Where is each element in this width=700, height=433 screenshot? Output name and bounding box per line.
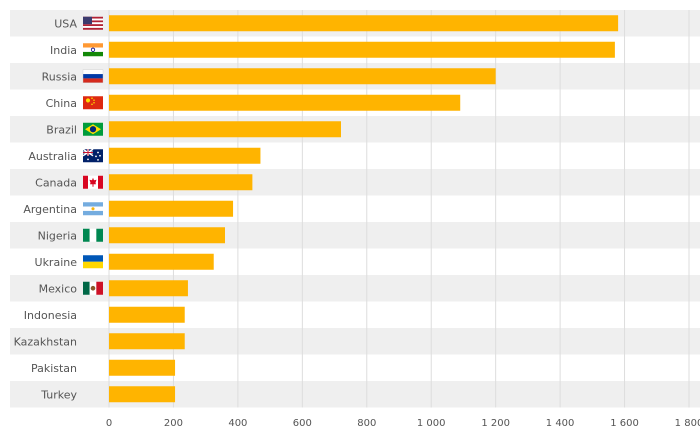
- tick-label-0: 0: [106, 418, 112, 429]
- bar-indonesia: [109, 306, 185, 323]
- bar-australia: [109, 147, 261, 164]
- bars: [109, 15, 619, 403]
- tick-label-3: 600: [293, 418, 312, 429]
- flag-canada-icon: [83, 175, 103, 189]
- bar-pakistan: [109, 359, 176, 376]
- label-ukraine: Ukraine: [35, 256, 78, 269]
- flag-ukraine-icon: [83, 255, 103, 269]
- bar-usa: [109, 15, 619, 32]
- bar-nigeria: [109, 227, 225, 244]
- label-pakistan: Pakistan: [31, 362, 77, 375]
- bar-ukraine: [109, 253, 214, 270]
- bar-kazakhstan: [109, 333, 185, 350]
- tick-label-4: 800: [357, 418, 376, 429]
- tick-label-8: 1 600: [610, 418, 639, 429]
- x-axis-ticks: 0 200 400 600 800 1 000 1 200 1 400 1 600 1 800: [106, 418, 700, 429]
- label-argentina: Argentina: [23, 203, 77, 216]
- tick-label-7: 1 400: [546, 418, 575, 429]
- flag-usa-icon: [83, 16, 103, 30]
- bar-china: [109, 94, 461, 111]
- category-labels: USA India Russia China Brazil Australia Canada…: [14, 17, 78, 401]
- bar-turkey: [109, 386, 176, 403]
- flag-russia-icon: [82, 69, 104, 83]
- label-brazil: Brazil: [46, 123, 77, 136]
- bar-argentina: [109, 200, 234, 217]
- tick-label-9: 1 800: [675, 418, 700, 429]
- label-nigeria: Nigeria: [38, 229, 77, 242]
- label-australia: Australia: [28, 150, 77, 163]
- flag-australia-icon: [82, 148, 103, 163]
- bar-brazil: [109, 121, 341, 138]
- label-indonesia: Indonesia: [24, 309, 77, 322]
- bar-russia: [109, 68, 496, 85]
- tick-label-6: 1 200: [481, 418, 510, 429]
- label-india: India: [50, 44, 77, 57]
- flag-mexico-icon: [83, 281, 103, 295]
- country-flags: [82, 16, 104, 295]
- label-canada: Canada: [35, 176, 77, 189]
- bar-canada: [109, 174, 253, 191]
- label-mexico: Mexico: [39, 282, 78, 295]
- tick-label-1: 200: [164, 418, 183, 429]
- label-russia: Russia: [42, 70, 77, 83]
- tick-label-5: 1 000: [417, 418, 446, 429]
- label-china: China: [46, 97, 77, 110]
- bar-india: [109, 41, 615, 58]
- label-usa: USA: [54, 17, 77, 30]
- flag-brazil-icon: [83, 122, 103, 136]
- label-turkey: Turkey: [40, 388, 77, 401]
- flag-india-icon: [83, 43, 103, 57]
- flag-china-icon: [83, 96, 103, 110]
- tick-label-2: 400: [228, 418, 247, 429]
- bar-mexico: [109, 280, 188, 297]
- label-kazakhstan: Kazakhstan: [14, 335, 77, 348]
- flag-nigeria-icon: [83, 228, 103, 242]
- flag-argentina-icon: [83, 202, 103, 216]
